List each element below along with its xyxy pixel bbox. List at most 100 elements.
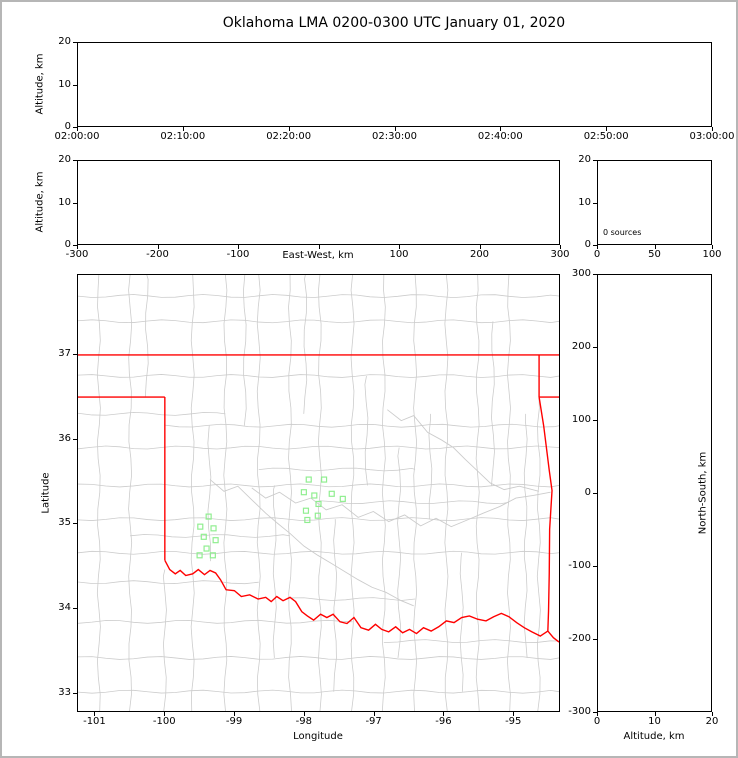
lma-station-marker [314,512,321,519]
county-line [78,689,559,694]
lma-station-marker [302,507,310,514]
tick-label: 10 [578,196,591,208]
county-line [491,321,495,486]
tick-mark [288,127,290,131]
time-altitude-panel [77,42,712,127]
county-line [144,275,149,398]
map-ylabel: Latitude [40,472,52,514]
county-line [78,580,259,585]
tick-label: 10 [58,78,71,90]
state-border-line [538,396,553,632]
tick-label: 34 [58,601,71,613]
county-line [223,275,228,711]
lma-station-marker [203,545,210,552]
county-line [397,447,402,658]
tick-mark [94,712,96,716]
tick-label: -101 [83,716,106,727]
map-xlabel: Longitude [293,731,343,742]
tick-mark [593,566,597,567]
figure-title: Oklahoma LMA 0200-0300 UTC January 01, 2… [222,15,566,31]
county-line [272,485,277,658]
tick-label: 10 [648,716,661,727]
tick-label: 02:30:00 [372,131,417,142]
county-line [290,597,416,601]
tick-label: 0 [64,239,71,250]
tick-mark [606,127,608,131]
lma-station-marker [197,523,204,530]
tick-mark [234,712,236,716]
river-line [209,479,414,607]
tick-label: 300 [571,268,591,279]
tick-mark [73,84,77,86]
tick-mark [73,42,77,43]
state-border-line [164,559,549,637]
tick-label: -300 [65,249,89,260]
tick-mark [560,245,561,249]
tick-mark [73,160,77,161]
tick-label: 0 [584,239,591,250]
county-line [78,445,559,450]
tick-label: -97 [365,716,382,727]
tick-label: 20 [58,36,71,47]
tick-mark [712,712,713,716]
tick-mark [500,127,502,131]
tick-label: 100 [571,414,591,425]
county-line [78,374,559,378]
lma-station-marker [200,533,207,540]
tick-label: 02:50:00 [583,131,629,142]
tick-mark [593,245,597,246]
source-count-annotation: 0 sources [603,228,642,237]
county-line [78,483,559,488]
tick-label: 100 [702,249,722,260]
tick-label: 100 [389,249,409,260]
tick-mark [182,127,184,131]
tick-label: 0 [64,121,71,132]
ew-panel-xlabel: East-West, km [282,250,354,261]
tick-mark [593,160,597,161]
tick-label: -100 [152,716,176,727]
tick-label: 50 [648,249,661,260]
county-line [364,375,369,486]
lma-station-marker [315,500,322,508]
county-line [413,275,417,711]
lma-station-marker [328,490,335,497]
tick-mark [712,245,713,249]
tick-label: -98 [295,716,312,727]
county-line [96,275,101,711]
tick-mark [73,245,77,246]
lma-station-marker [210,525,217,532]
source-histogram-panel: 0 sources [597,160,712,245]
county-line [507,275,511,711]
tick-mark [73,692,77,694]
tick-mark [513,712,515,716]
county-line [523,413,528,658]
tick-mark [593,420,597,421]
tick-mark [399,245,400,249]
county-line [78,319,559,324]
county-line [164,423,559,428]
lma-station-marker [209,552,216,559]
county-line [318,275,322,711]
tick-mark [73,523,77,525]
tick-mark [593,493,597,494]
tick-mark [73,607,77,609]
tick-label: 20 [58,154,71,165]
tick-mark [157,245,159,249]
tick-mark [73,127,77,128]
tick-label: 02:10:00 [160,131,206,142]
tick-label: 20 [578,154,591,165]
ns-panel-ylabel: North-South, km [697,451,709,535]
tick-label: 0 [593,249,601,260]
state-border-line [547,630,559,643]
tick-label: 36 [58,432,71,444]
river-line [251,487,551,528]
lma-station-marker [212,537,219,544]
tick-label: -96 [435,716,452,727]
county-line [190,275,195,711]
tick-label: -99 [225,716,243,727]
county-line [258,467,416,472]
tick-label: 10 [58,196,71,208]
oklahoma-map-canvas [78,275,559,711]
county-line [78,517,559,521]
